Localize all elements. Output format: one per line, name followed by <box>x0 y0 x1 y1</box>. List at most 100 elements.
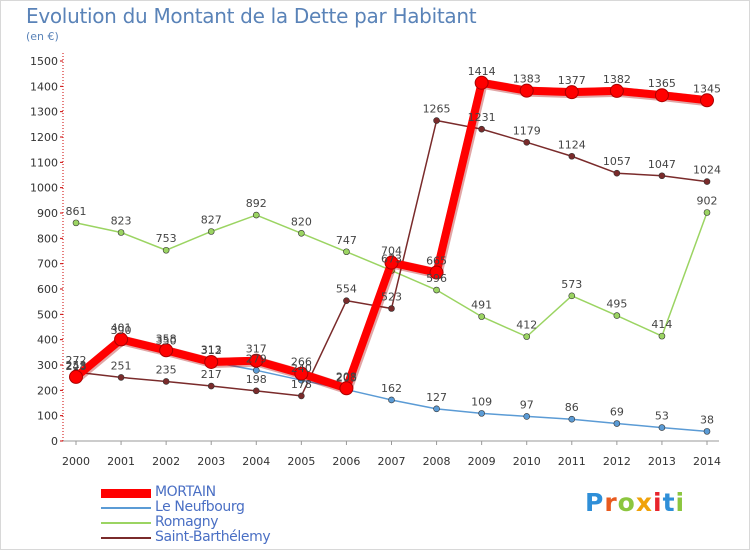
y-tick-label: 1000 <box>30 182 58 195</box>
data-point <box>523 333 531 340</box>
legend-swatch <box>101 507 151 509</box>
x-tick-label: 2005 <box>287 455 315 468</box>
data-point <box>474 75 489 90</box>
x-tick-label: 2012 <box>603 455 631 468</box>
series-saint-barthelemy <box>72 117 711 400</box>
data-label: 266 <box>291 356 312 369</box>
axes: 0 100 200 300 400 500 600 700 800 900 1000 1100 1200… <box>30 53 721 468</box>
data-label: 820 <box>291 215 312 228</box>
data-point <box>207 228 215 235</box>
data-label: 902 <box>697 194 718 207</box>
data-point <box>252 387 260 395</box>
y-tick-label: 800 <box>37 232 58 245</box>
data-point <box>613 312 621 319</box>
legend-swatch <box>101 537 151 539</box>
data-point <box>433 286 440 294</box>
data-label: 523 <box>381 291 402 304</box>
y-tick-label: 300 <box>37 359 58 372</box>
data-point <box>249 353 264 368</box>
data-point <box>388 396 395 404</box>
data-point <box>609 83 624 98</box>
data-label: 673 <box>381 253 402 266</box>
data-label: 401 <box>111 321 132 334</box>
data-point <box>568 152 576 160</box>
data-point <box>568 415 576 423</box>
data-label: 313 <box>201 344 222 357</box>
x-tick-label: 2001 <box>107 455 135 468</box>
data-point <box>613 169 621 177</box>
logo-letter: P <box>585 488 605 517</box>
data-label: 127 <box>426 391 447 404</box>
x-tick-label: 2002 <box>152 455 180 468</box>
data-label: 1377 <box>558 74 586 87</box>
data-labels: 861 823 753 827 892 820 747 673 596 491 412 573 495 4… <box>66 65 722 427</box>
data-label: 573 <box>561 278 582 291</box>
data-point <box>298 392 305 400</box>
data-label: 317 <box>246 343 267 356</box>
data-label: 1124 <box>558 138 586 151</box>
data-point <box>117 374 125 381</box>
logo-letter: i <box>675 488 686 517</box>
chart-title: Evolution du Montant de la Dette par Hab… <box>26 4 477 28</box>
legend-label: Romagny <box>155 514 219 530</box>
data-point <box>568 292 576 300</box>
data-label: 1024 <box>693 164 721 177</box>
data-label: 596 <box>426 272 447 285</box>
data-label: 1047 <box>648 158 676 171</box>
y-tick-label: 1300 <box>30 106 58 119</box>
data-point <box>72 219 80 227</box>
data-point <box>523 413 531 420</box>
data-point <box>343 297 350 304</box>
data-point <box>478 410 485 417</box>
data-point <box>478 313 485 320</box>
y-tick-label: 100 <box>37 410 58 423</box>
x-tick-label: 2003 <box>197 455 225 468</box>
data-point <box>343 248 350 256</box>
y-tick-label: 0 <box>51 435 58 448</box>
unit-label: (en €) <box>26 30 59 43</box>
data-label: 1345 <box>693 82 721 95</box>
data-label: 69 <box>610 406 624 419</box>
data-point <box>294 366 309 381</box>
data-label: 1231 <box>468 111 496 124</box>
x-tick-label: 2008 <box>423 455 451 468</box>
y-tick-label: 900 <box>37 207 58 220</box>
x-tick-label: 2004 <box>242 455 270 468</box>
y-tick-label: 1100 <box>30 156 58 169</box>
data-point <box>207 382 215 390</box>
data-point <box>703 209 711 216</box>
y-tick-label: 1500 <box>30 55 58 68</box>
series-mortain <box>69 75 714 396</box>
x-tick-label: 2013 <box>648 455 676 468</box>
data-label: 248 <box>66 360 87 373</box>
data-label: 861 <box>66 205 87 218</box>
x-tick-label: 2006 <box>332 455 360 468</box>
logo-letter: t <box>662 488 676 517</box>
logo-letter: x <box>635 488 653 517</box>
data-point <box>339 381 354 396</box>
data-point <box>252 211 260 219</box>
data-label: 1383 <box>513 73 541 86</box>
data-label: 240 <box>291 362 312 375</box>
data-point <box>523 139 531 146</box>
x-tick-label: 2009 <box>468 455 496 468</box>
data-point <box>654 88 669 103</box>
proxiti-logo: Proxiti <box>585 488 685 517</box>
data-point <box>298 229 305 237</box>
data-point <box>162 378 170 385</box>
data-label: 358 <box>156 332 177 345</box>
data-label: 208 <box>336 370 357 383</box>
data-label: 97 <box>520 398 534 411</box>
data-point <box>433 117 440 124</box>
logo-letter: o <box>617 488 636 517</box>
data-label: 253 <box>66 359 87 372</box>
data-label: 1365 <box>648 77 676 90</box>
data-label: 495 <box>606 298 627 311</box>
data-point <box>703 428 711 435</box>
x-tick-label: 2011 <box>558 455 586 468</box>
x-tick-label: 2010 <box>513 455 541 468</box>
data-point <box>700 93 714 108</box>
data-point <box>658 332 666 340</box>
